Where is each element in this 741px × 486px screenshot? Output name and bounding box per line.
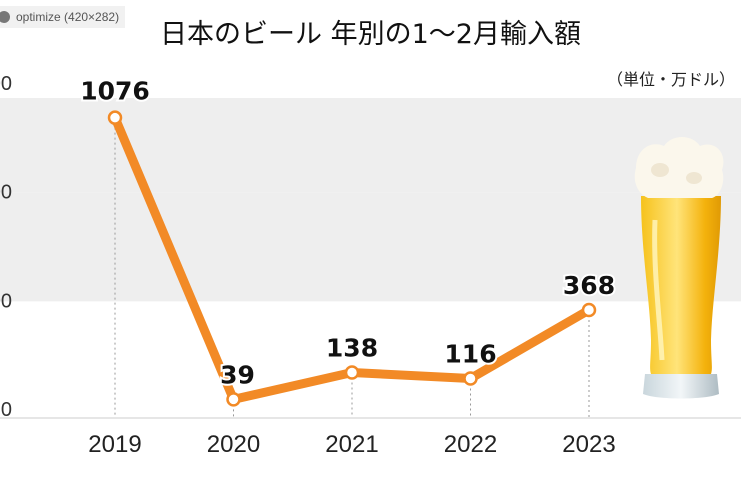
x-tick-label: 2021 [325, 431, 378, 458]
x-tick-label: 2020 [207, 431, 260, 458]
data-point [463, 371, 478, 386]
data-label: 138 [326, 334, 378, 363]
tab-label: optimize (420×282) [16, 10, 120, 24]
data-label: 116 [444, 339, 496, 368]
x-axis-ticks: 2019 2020 2021 2022 2023 [88, 431, 615, 458]
x-tick-label: 2019 [88, 431, 141, 458]
data-label: 368 [563, 271, 615, 300]
y-axis-ticks: 0 400 800 1200 [0, 73, 12, 421]
data-labels: 1076 39 138 116 368 [78, 75, 617, 392]
data-label: 1076 [80, 77, 150, 106]
grid-bands [0, 98, 741, 302]
y-tick-label: 400 [0, 290, 12, 312]
x-tick-label: 2023 [562, 431, 615, 458]
data-markers [107, 110, 597, 407]
y-tick-label: 800 [0, 182, 12, 204]
grid-band [0, 192, 741, 302]
x-tick-label: 2022 [444, 431, 497, 458]
data-point [107, 110, 123, 125]
tab-favicon-icon [0, 11, 10, 23]
data-point [226, 392, 241, 407]
unit-label: （単位・万ドル） [606, 70, 735, 89]
data-point [344, 365, 360, 380]
beer-glass-icon [634, 137, 724, 399]
browser-tab[interactable]: optimize (420×282) [0, 6, 126, 28]
chart-title: 日本のビール 年別の1〜2月輸入額 [160, 19, 581, 50]
y-tick-label: 1200 [0, 73, 12, 95]
data-point [581, 302, 597, 318]
data-label: 39 [220, 360, 255, 389]
y-tick-label: 0 [1, 399, 12, 421]
